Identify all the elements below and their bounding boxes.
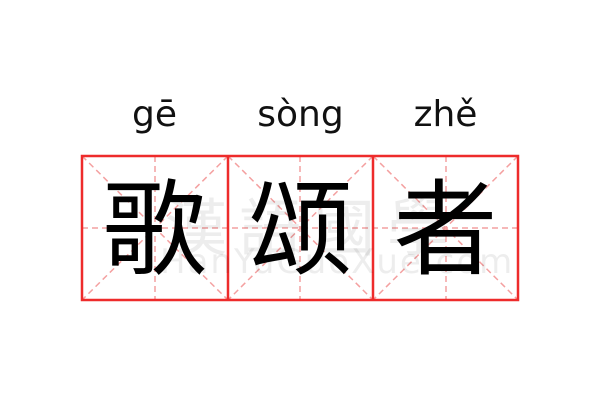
grid-border	[80, 154, 520, 302]
pinyin-2: sòng	[257, 94, 344, 135]
pinyin-1: gē	[132, 94, 177, 135]
grid-diagonal	[81, 155, 229, 301]
grid-diagonal	[372, 155, 519, 301]
hanzi-1: 歌	[102, 169, 207, 291]
pinyin-3: zhě	[413, 94, 478, 135]
hanzi-2: 颂	[248, 169, 353, 291]
grid-diagonal	[227, 155, 374, 301]
hanzi-3: 者	[393, 169, 498, 291]
